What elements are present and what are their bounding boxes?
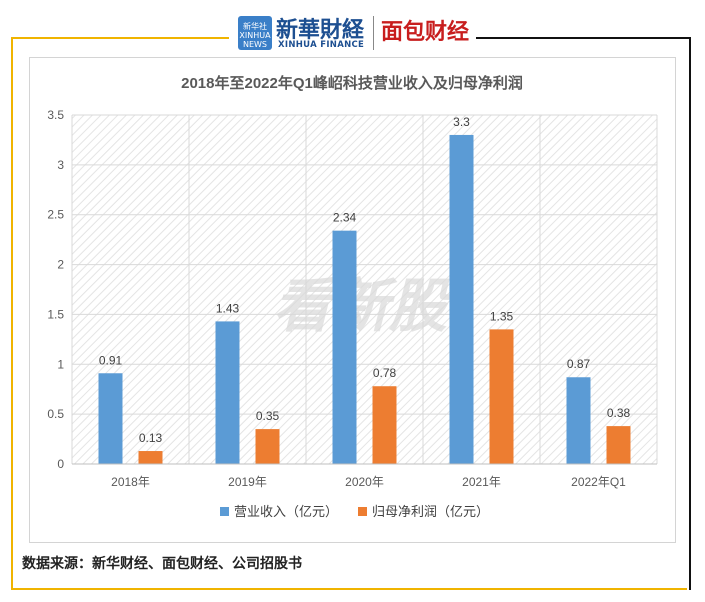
y-tick-label: 1: [57, 357, 64, 371]
frame-top-right-line: [476, 37, 691, 39]
y-tick-label: 3: [57, 158, 64, 172]
data-label-revenue: 0.91: [99, 353, 123, 367]
frame-top-left-line: [11, 37, 229, 39]
y-tick-label: 1.5: [47, 307, 64, 321]
legend-label-net-profit: 归母净利润（亿元）: [372, 504, 489, 519]
y-tick-label: 0: [57, 457, 64, 471]
data-label-net-profit: 1.35: [490, 309, 514, 323]
data-label-net-profit: 0.13: [139, 431, 163, 445]
watermark: 看新股: [273, 274, 453, 339]
x-tick-label: 2018年: [111, 475, 150, 489]
data-label-revenue: 2.34: [333, 211, 357, 225]
bar-revenue: [215, 321, 240, 464]
plot-area: [72, 115, 657, 464]
y-tick-label: 3.5: [47, 108, 64, 122]
x-tick-label: 2021年: [462, 475, 501, 489]
logo-separator: [373, 16, 374, 50]
bar-revenue: [332, 230, 357, 464]
y-tick-label: 2: [57, 258, 64, 272]
data-label-net-profit: 0.38: [607, 406, 631, 420]
partner-logo: 面包财经: [381, 20, 470, 45]
data-label-net-profit: 0.78: [373, 366, 397, 380]
chart-panel: 2018年至2022年Q1峰岹科技营业收入及归母净利润 看新股 0.91 0.13…: [29, 57, 676, 543]
data-label-revenue: 0.87: [567, 357, 591, 371]
data-label-revenue: 3.3: [453, 115, 470, 129]
bar-revenue: [98, 373, 123, 464]
legend-label-revenue: 营业收入（亿元）: [234, 504, 338, 519]
frame-bottom-line: [11, 588, 687, 590]
xinhua-finance-logo: 新華財経: [276, 17, 365, 43]
bar-revenue: [566, 377, 591, 464]
bar-net-profit: [255, 429, 280, 464]
bar-net-profit: [138, 451, 163, 464]
bar-net-profit: [372, 386, 397, 464]
y-tick-label: 2.5: [47, 208, 64, 222]
bar-chart: 2018年至2022年Q1峰岹科技营业收入及归母净利润 看新股 0.91 0.13…: [47, 74, 658, 519]
x-tick-label: 2019年: [228, 475, 267, 489]
bar-net-profit: [489, 329, 514, 464]
xinhua-finance-logo-en: XINHUA FINANCE: [278, 40, 365, 50]
legend-swatch-net-profit: [358, 507, 367, 516]
x-tick-label: 2020年: [345, 475, 384, 489]
y-tick-label: 0.5: [47, 407, 64, 421]
frame-left-line: [11, 38, 13, 590]
frame-right-line: [689, 37, 691, 590]
bar-revenue: [449, 134, 474, 464]
legend-swatch-revenue: [220, 507, 229, 516]
data-source-note: 数据来源：新华财经、面包财经、公司招股书: [22, 556, 302, 572]
chart-title: 2018年至2022年Q1峰岹科技营业收入及归母净利润: [181, 74, 523, 92]
data-label-net-profit: 0.35: [256, 409, 280, 423]
x-tick-label: 2022年Q1: [571, 475, 626, 489]
data-label-revenue: 1.43: [216, 301, 240, 315]
bar-net-profit: [606, 426, 631, 464]
xinhua-logo-icon: 新华社 XINHUA NEWS: [238, 16, 272, 50]
